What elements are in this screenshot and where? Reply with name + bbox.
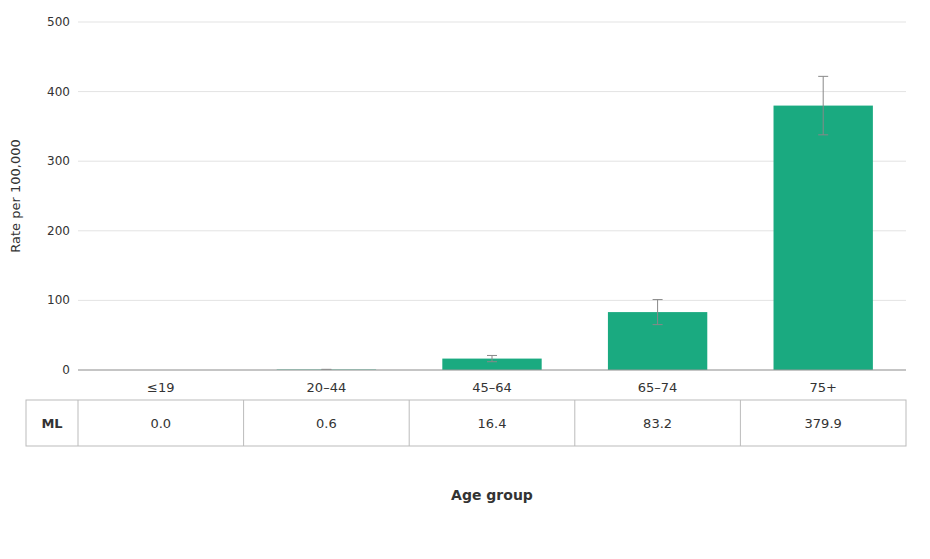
grid-line xyxy=(78,91,906,92)
table-divider xyxy=(409,400,410,446)
value-table: ML 0.0 0.6 16.4 83.2 379.9 xyxy=(26,400,906,446)
grid-line xyxy=(78,22,906,23)
x-tick-label: 75+ xyxy=(809,380,836,395)
table-row-label: ML xyxy=(41,416,62,431)
data-label: 379.9 xyxy=(805,416,842,431)
table-divider xyxy=(740,400,741,446)
x-axis: ≤19 20–44 45–64 65–74 75+ xyxy=(147,380,837,395)
x-axis-line xyxy=(78,370,906,371)
table-divider xyxy=(243,400,244,446)
bar xyxy=(774,106,873,370)
data-label: 0.0 xyxy=(150,416,171,431)
chart-container: 0 100 200 300 400 500 ≤19 20–44 45–64 65–74 75+ Rat… xyxy=(0,0,930,559)
y-tick-label: 500 xyxy=(47,15,70,29)
error-bar xyxy=(487,355,497,361)
y-tick-label: 200 xyxy=(47,224,70,238)
table-border xyxy=(26,400,906,446)
y-axis-label: Rate per 100,000 xyxy=(8,139,23,252)
y-tick-label: 0 xyxy=(62,363,70,377)
x-tick-label: ≤19 xyxy=(147,380,174,395)
y-tick-label: 400 xyxy=(47,85,70,99)
bars xyxy=(277,76,873,370)
y-grid: 0 100 200 300 400 500 xyxy=(47,15,906,377)
chart: 0 100 200 300 400 500 ≤19 20–44 45–64 65–74 75+ Rat… xyxy=(0,0,930,559)
y-tick-label: 300 xyxy=(47,154,70,168)
x-tick-label: 45–64 xyxy=(472,380,512,395)
error-bar xyxy=(818,76,828,134)
grid-line xyxy=(78,370,906,371)
y-tick-label: 100 xyxy=(47,293,70,307)
x-tick-label: 20–44 xyxy=(307,380,347,395)
data-label: 16.4 xyxy=(478,416,507,431)
error-bar xyxy=(653,300,663,325)
x-axis-label: Age group xyxy=(451,487,533,503)
data-label: 83.2 xyxy=(643,416,672,431)
x-tick-label: 65–74 xyxy=(638,380,678,395)
table-divider xyxy=(78,400,79,446)
table-divider xyxy=(574,400,575,446)
data-label: 0.6 xyxy=(316,416,337,431)
